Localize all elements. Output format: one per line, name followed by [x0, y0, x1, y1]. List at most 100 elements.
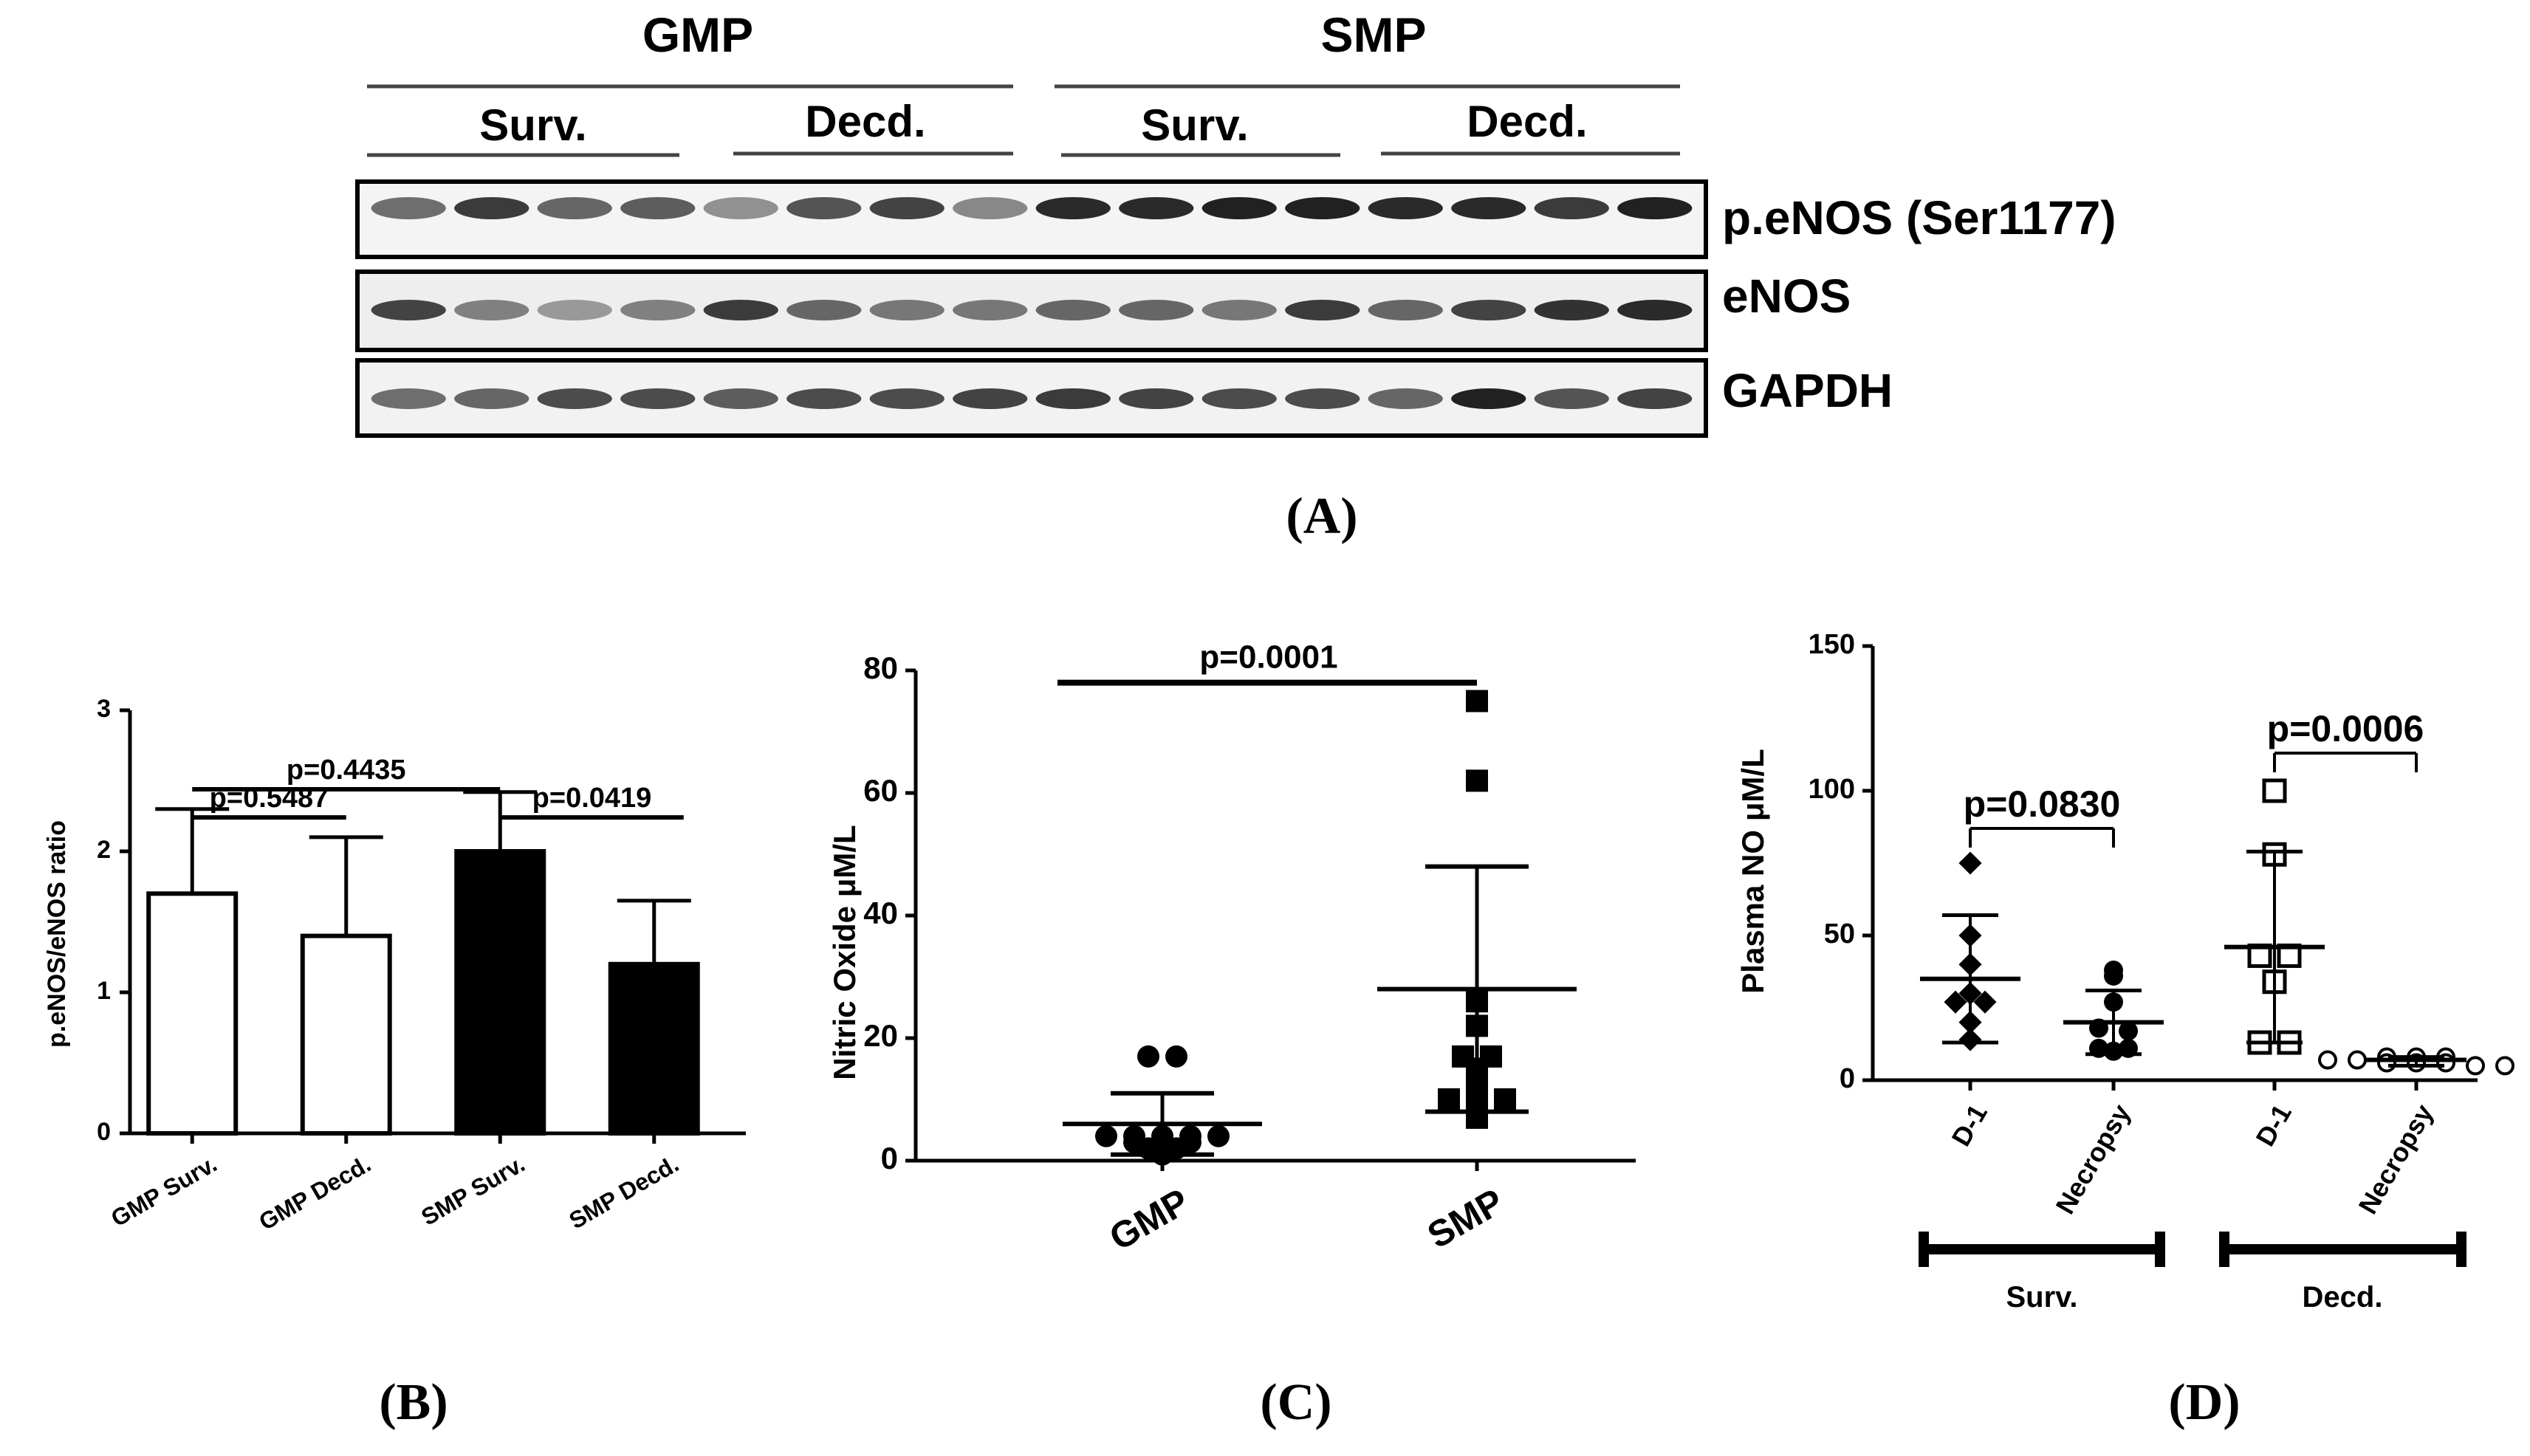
- panel-b-ylabel: p.eNOS/eNOS ratio: [43, 820, 71, 1048]
- blot-band: [537, 388, 612, 409]
- blot-band: [371, 197, 446, 219]
- panel-c-ylabel: Nitric Oxide μM/L: [827, 825, 862, 1079]
- blot-band: [786, 197, 862, 219]
- blot-band: [537, 300, 612, 320]
- blot-band: [786, 300, 862, 320]
- data-point: [2318, 1050, 2337, 1070]
- data-point: [1438, 1088, 1460, 1110]
- blot-p-enos: [355, 179, 1708, 259]
- blot-band: [537, 197, 612, 219]
- blot-band: [703, 388, 778, 409]
- bar: [608, 961, 700, 1136]
- data-point: [1095, 1124, 1117, 1147]
- subgroup-label-gmp-surv: Surv.: [479, 100, 587, 150]
- data-point: [2119, 1021, 2138, 1041]
- blot-band: [1451, 197, 1526, 219]
- y-tick-label: 3: [97, 695, 111, 723]
- p-value-label: p=0.0830: [1964, 783, 2121, 825]
- blot-band: [1534, 300, 1609, 320]
- panel-label-b: (B): [379, 1374, 448, 1431]
- x-tick-label: GMP: [1103, 1181, 1196, 1258]
- x-tick-label: SMP Surv.: [416, 1150, 529, 1231]
- data-point: [1958, 851, 1982, 875]
- blot-band: [869, 300, 945, 320]
- y-tick-label: 2: [97, 836, 111, 864]
- subgroup-label-smp-surv: Surv.: [1141, 100, 1249, 150]
- y-tick-label: 80: [863, 650, 898, 685]
- blot-band: [786, 388, 862, 409]
- blot-band: [703, 300, 778, 320]
- blot-band: [1119, 300, 1194, 320]
- blot-band: [1534, 197, 1609, 219]
- p-value-label: p=0.0001: [1199, 639, 1337, 676]
- blot-label-gapdh: GAPDH: [1722, 364, 1893, 417]
- p-value-label: p=0.0006: [2267, 708, 2424, 749]
- panel-a: GMP SMP Surv. Decd. Surv. Decd. p.eNOS (…: [355, 7, 2116, 545]
- blot-band: [1368, 300, 1443, 320]
- blot-band: [1617, 388, 1693, 409]
- y-tick-label: 150: [1809, 629, 1855, 660]
- blot-label-p-enos: p.eNOS (Ser1177): [1722, 191, 2116, 244]
- x-tick-label: GMP Decd.: [254, 1150, 375, 1235]
- data-point: [2348, 1050, 2367, 1070]
- panel-d-ylabel: Plasma NO μM/L: [1735, 749, 1770, 993]
- bar: [300, 933, 392, 1136]
- group-label-surv: Surv.: [2006, 1281, 2077, 1314]
- p-value-label: p=0.4435: [287, 755, 406, 786]
- blot-band: [1035, 197, 1111, 219]
- data-point: [1137, 1045, 1159, 1068]
- group-label-gmp: GMP: [642, 7, 753, 62]
- blot-band: [869, 388, 945, 409]
- panel-label-d: (D): [2168, 1374, 2240, 1431]
- blot-band: [953, 197, 1028, 219]
- subgroup-label-gmp-decd: Decd.: [805, 97, 925, 146]
- data-point: [1207, 1124, 1230, 1147]
- blot-band: [1035, 388, 1111, 409]
- data-point: [1165, 1045, 1187, 1068]
- blot-band: [454, 300, 529, 320]
- blot-band: [620, 388, 696, 409]
- blot-band: [1368, 388, 1443, 409]
- blot-band: [1119, 197, 1194, 219]
- blot-band: [1285, 300, 1360, 320]
- blot-band: [620, 300, 696, 320]
- y-tick-label: 1: [97, 977, 111, 1005]
- blot-band: [1035, 300, 1111, 320]
- p-value-label: p=0.0419: [532, 783, 652, 814]
- blot-band: [703, 197, 778, 219]
- x-tick-label: SMP: [1421, 1181, 1511, 1257]
- blot-band: [454, 197, 529, 219]
- blot-band: [1285, 388, 1360, 409]
- blot-band: [1451, 388, 1526, 409]
- blot-band: [1285, 197, 1360, 219]
- blot-band: [620, 197, 696, 219]
- data-point: [2466, 1056, 2485, 1076]
- blot-band: [869, 197, 945, 219]
- blot-band: [1451, 300, 1526, 320]
- y-tick-label: 40: [863, 896, 898, 930]
- y-tick-label: 60: [863, 773, 898, 808]
- x-tick-label: Necropsy: [2352, 1099, 2439, 1220]
- data-point: [1466, 769, 1488, 792]
- panel-label-c: (C): [1260, 1374, 1331, 1431]
- blot-band: [953, 388, 1028, 409]
- data-point: [1494, 1088, 1516, 1110]
- x-tick-label: Necropsy: [2049, 1099, 2136, 1220]
- y-tick-label: 20: [863, 1018, 898, 1053]
- blot-band: [1534, 388, 1609, 409]
- subgroup-label-smp-decd: Decd.: [1467, 97, 1587, 146]
- blot-band: [1617, 197, 1693, 219]
- blot-band: [1368, 197, 1443, 219]
- data-point: [1973, 990, 1997, 1014]
- panel-c: Nitric Oxide μM/L (C) 0 20 40 60 80 GMP SMP p=0…: [827, 639, 1636, 1431]
- data-point: [2495, 1056, 2514, 1076]
- blot-band: [953, 300, 1028, 320]
- panel-label-a: (A): [1286, 488, 1357, 545]
- panel-d: Plasma NO μM/L Surv. Decd. (D) 0 50 100 150…: [1735, 629, 2514, 1431]
- y-tick-label: 0: [881, 1141, 898, 1175]
- data-point: [2262, 778, 2287, 803]
- blot-label-enos: eNOS: [1722, 269, 1851, 323]
- y-tick-label: 0: [97, 1118, 111, 1146]
- blot-bands: [371, 197, 1693, 409]
